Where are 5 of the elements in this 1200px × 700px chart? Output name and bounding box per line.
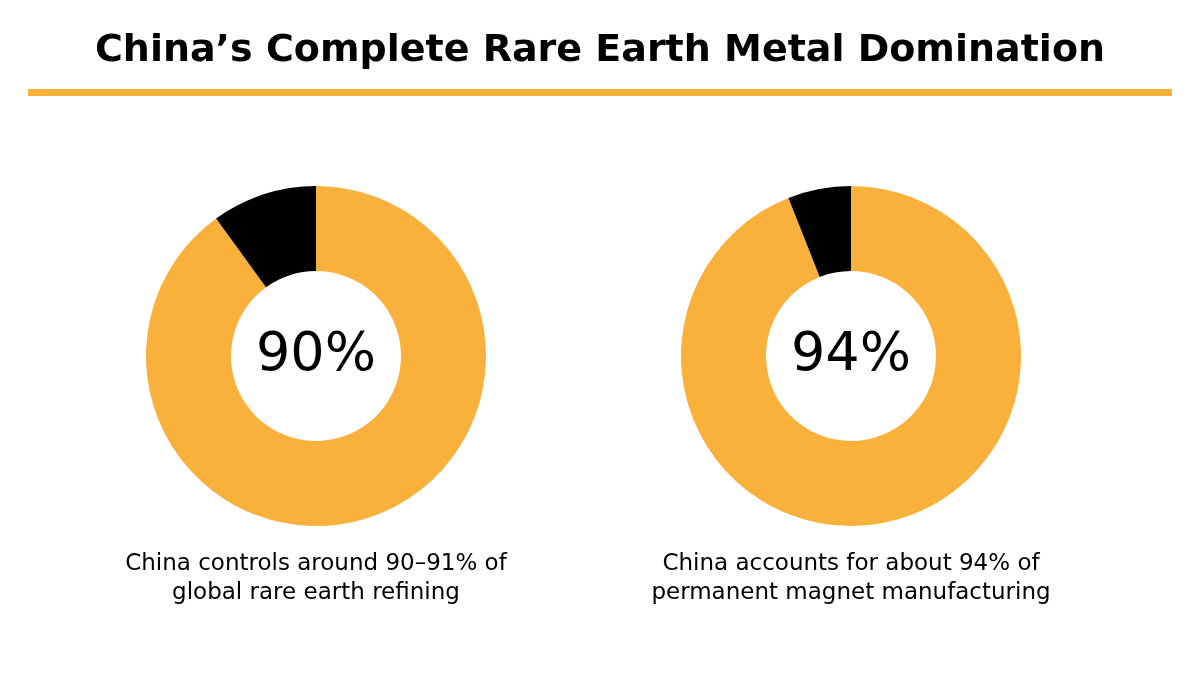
data-label: 94% [790,320,912,384]
text: China’s Complete Rare Earth Metal Domination [93,26,1107,70]
data-label: 90% [255,320,377,384]
text: China controls around 90–91% of global rare earth refining [124,548,509,606]
text: China accounts for about 94% of permanent magnet manufacturing [650,548,1052,606]
